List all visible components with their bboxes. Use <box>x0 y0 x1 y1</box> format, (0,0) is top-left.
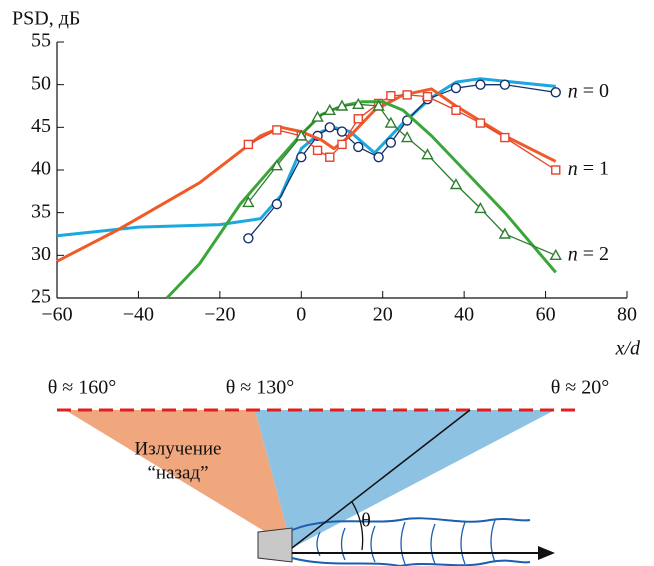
marker <box>335 99 349 111</box>
marker <box>353 114 363 124</box>
marker <box>498 227 512 239</box>
marker <box>337 139 347 150</box>
marker <box>421 148 434 160</box>
y-tick-label: 30 <box>31 243 51 265</box>
marker <box>372 99 385 111</box>
x-tick-label: −40 <box>123 304 154 326</box>
forward-cone <box>255 410 555 548</box>
marker <box>500 132 510 143</box>
theta-label: θ <box>361 510 371 532</box>
fit-line <box>56 87 557 263</box>
marker <box>353 141 364 153</box>
cone-label: “назад” <box>147 462 208 483</box>
marker <box>475 118 486 128</box>
marker <box>385 137 397 148</box>
marker <box>243 233 254 244</box>
marker <box>295 129 308 141</box>
legend-label: n = 1 <box>568 158 609 180</box>
angle-label: θ ≈ 20° <box>551 377 610 399</box>
x-tick-label: 80 <box>617 304 637 326</box>
marker <box>271 198 283 210</box>
y-axis-label: PSD, дБ <box>12 8 80 30</box>
marker <box>325 152 335 162</box>
nozzle <box>257 527 293 563</box>
angle-label: θ ≈ 130° <box>226 377 295 399</box>
x-tick-label: 20 <box>373 304 393 326</box>
jet-boundary <box>291 517 531 566</box>
y-tick-label: 45 <box>31 115 51 137</box>
y-tick-label: 40 <box>31 158 51 180</box>
angle-label: θ ≈ 160° <box>48 377 117 399</box>
marker <box>270 159 284 171</box>
jet-eddies <box>316 519 496 565</box>
marker <box>311 110 324 122</box>
marker <box>373 151 384 163</box>
direction-line <box>291 409 471 549</box>
marker <box>272 125 282 135</box>
y-tick-label: 50 <box>31 72 51 94</box>
marker <box>551 165 561 175</box>
x-tick-label: 40 <box>454 304 474 326</box>
x-tick-label: −20 <box>204 304 235 326</box>
marker <box>243 139 254 150</box>
marker <box>450 82 462 94</box>
marker <box>384 116 398 128</box>
marker <box>422 91 433 102</box>
marker <box>296 151 307 163</box>
cone-label: Излучение <box>135 438 222 459</box>
backward-cone <box>65 410 292 548</box>
marker <box>401 115 413 126</box>
marker <box>352 97 365 109</box>
x-axis-label: x/d <box>615 338 641 360</box>
marker <box>499 79 511 90</box>
marker <box>242 195 255 208</box>
marker <box>324 122 335 133</box>
angle-arc <box>351 501 364 551</box>
marker <box>451 105 461 115</box>
axis-label: x <box>542 563 553 566</box>
marker <box>550 87 561 98</box>
marker <box>312 145 323 156</box>
x-tick-label: 0 <box>296 304 306 326</box>
y-tick-label: 25 <box>31 286 51 308</box>
marker <box>474 201 487 214</box>
x-tick-label: −60 <box>41 304 72 326</box>
y-tick-label: 55 <box>31 30 51 52</box>
y-tick-label: 35 <box>31 200 51 222</box>
marker <box>386 91 396 101</box>
marker <box>323 103 336 115</box>
diagram: θ ≈ 160° θ ≈ 130° θ ≈ 20° Излучение “наз… <box>48 377 610 566</box>
marker <box>549 248 562 261</box>
marker <box>400 131 414 143</box>
x-tick-label: 60 <box>536 304 556 326</box>
marker <box>336 126 348 137</box>
legend-label: n = 0 <box>568 80 609 102</box>
marker <box>475 79 486 90</box>
arrow-head <box>538 546 555 560</box>
marker <box>402 90 412 100</box>
fit-line <box>165 100 557 300</box>
marker <box>449 178 463 190</box>
legend-label: n = 2 <box>568 243 609 265</box>
